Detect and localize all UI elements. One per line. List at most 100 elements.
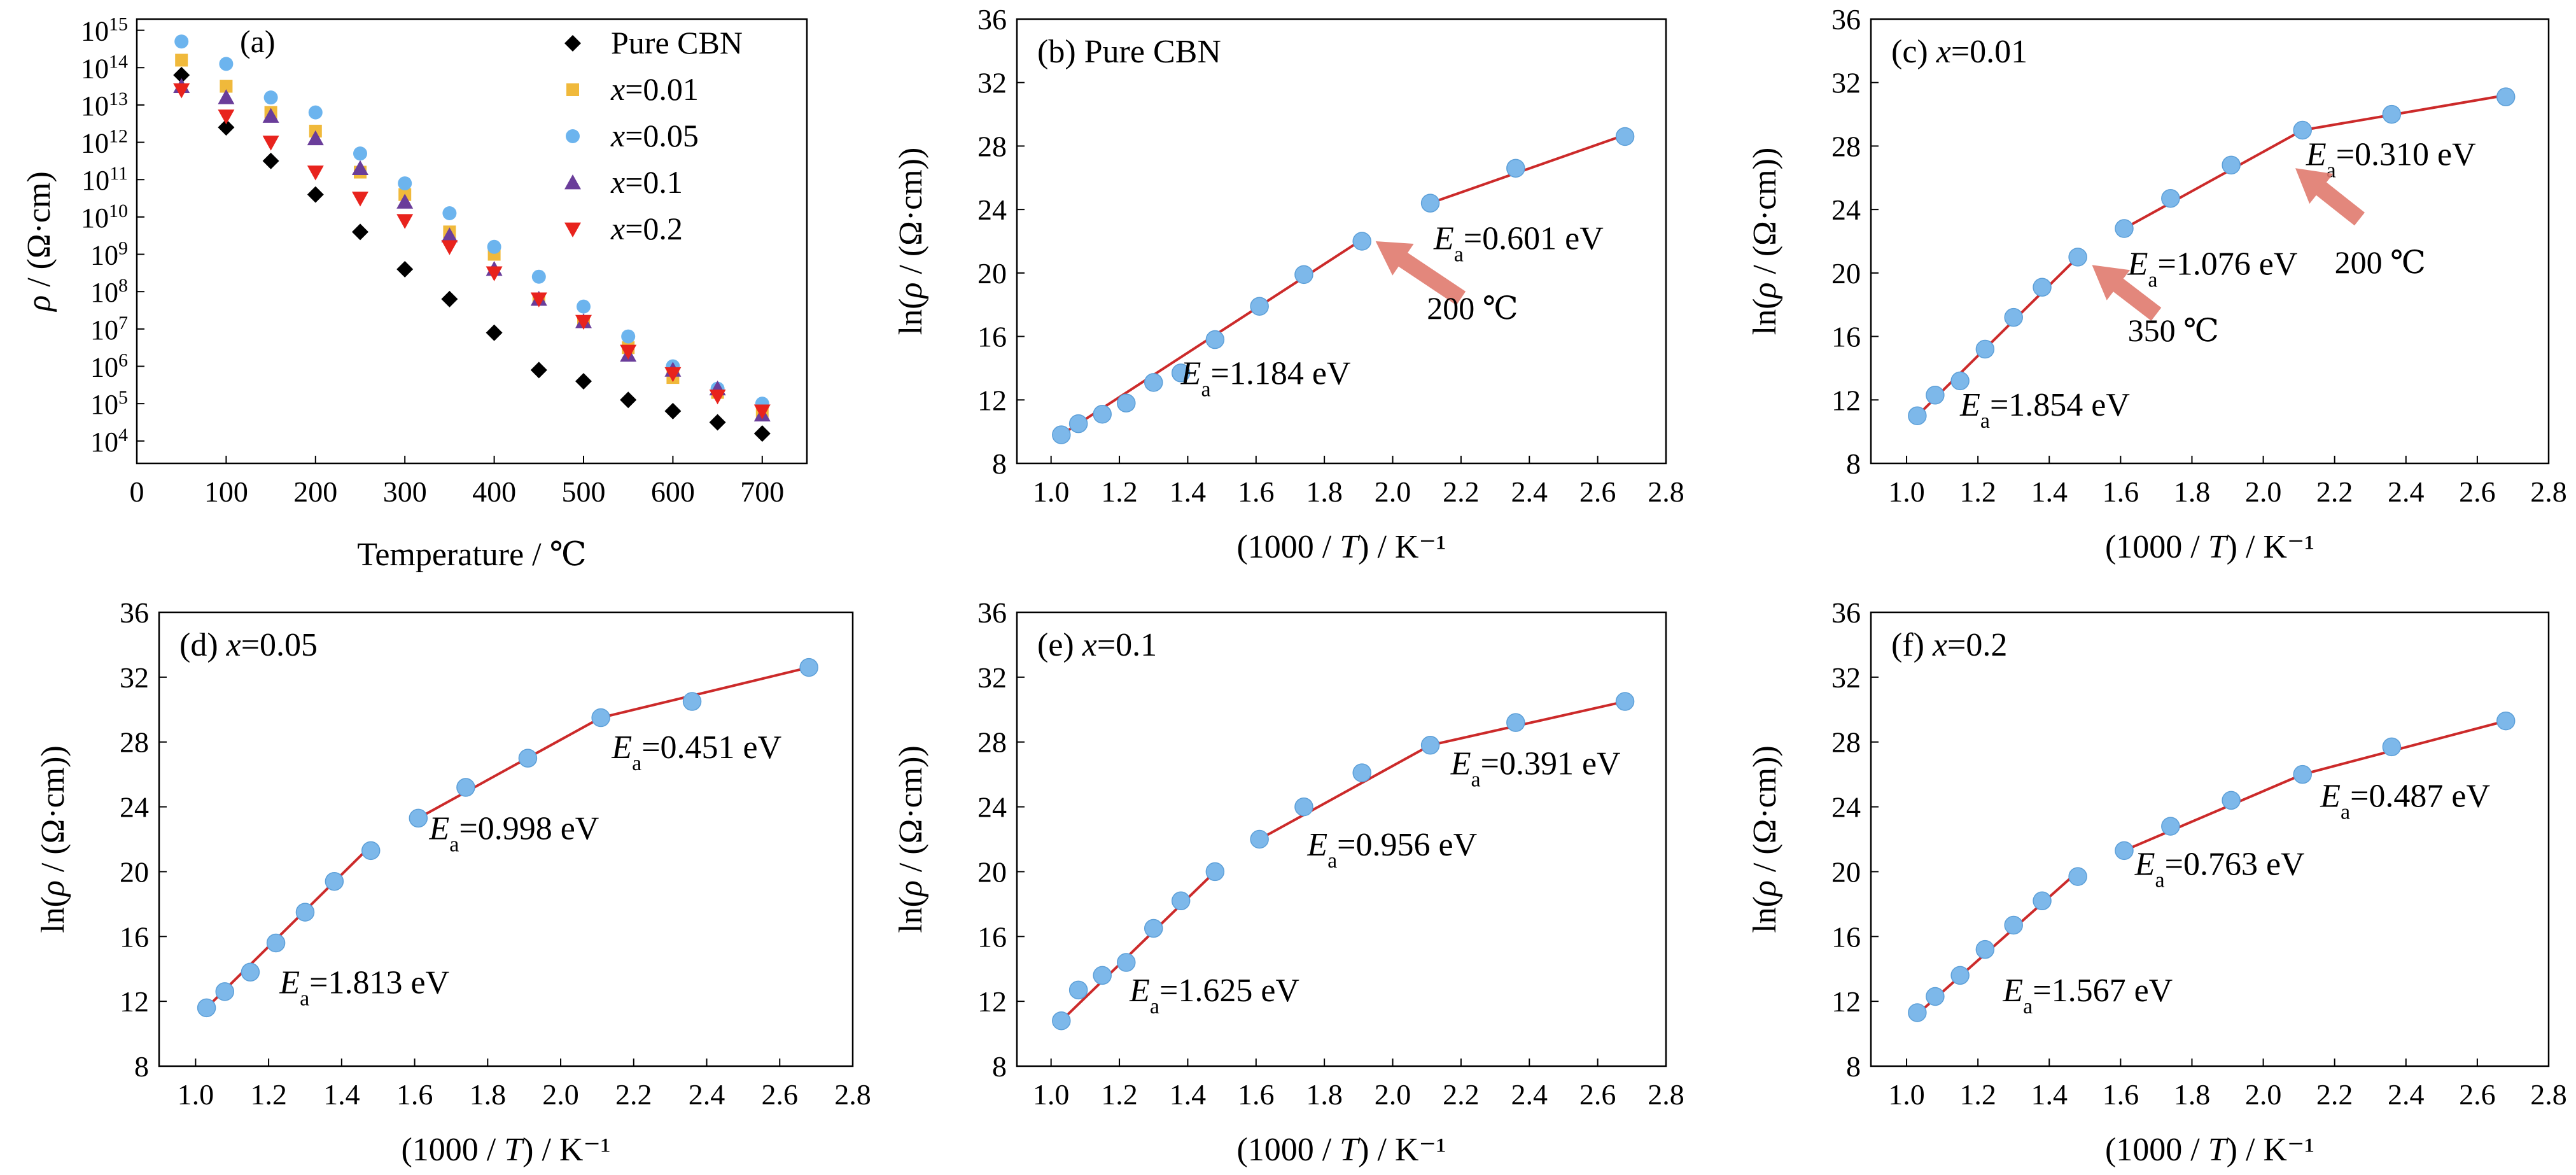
y-tick-label-part: 20: [120, 855, 149, 888]
x-tick-label: 1.4: [323, 1078, 360, 1111]
data-point: [799, 658, 818, 677]
x-tick-label: 1.2: [250, 1078, 287, 1111]
x-tick-label-part: 1.8: [2174, 475, 2211, 508]
data-point: [396, 260, 414, 278]
x-tick-label: 2.2: [1443, 475, 1480, 508]
panel-title-part: Pure CBN: [1076, 34, 1221, 70]
data-point: [456, 778, 475, 797]
y-tick-label-part: 12: [977, 985, 1007, 1018]
x-tick-label: 2.8: [1648, 475, 1684, 508]
data-point: [486, 266, 503, 281]
x-tick-label: 2.6: [2459, 1078, 2496, 1111]
y-tick-label-part: 24: [977, 791, 1007, 824]
data-point: [1908, 1003, 1927, 1022]
x-axis-label-part: ) / K⁻¹: [1358, 529, 1446, 565]
y-axis-label-part: / (Ω·cm)): [1747, 745, 1783, 880]
panel-title-part: (f): [1891, 627, 1924, 663]
x-tick-label-part: 2.4: [689, 1078, 725, 1111]
data-point: [1420, 736, 1440, 755]
x-tick-label-part: 2.2: [2316, 1078, 2353, 1111]
x-tick-label-part: 2.4: [2388, 1078, 2425, 1111]
activation-energy-label-part: =0.451 eV: [641, 729, 781, 766]
y-tick-label: 16: [977, 321, 1007, 353]
y-tick-base: 10: [90, 314, 118, 346]
data-point: [218, 119, 235, 136]
activation-energy-label-part: =1.184 eV: [1211, 355, 1351, 391]
data-point: [518, 749, 538, 768]
y-tick-label-part: 8: [992, 447, 1007, 480]
x-tick-label-part: 2.4: [1511, 1078, 1548, 1111]
y-tick-label-part: 8: [1846, 447, 1861, 480]
x-tick-label-part: 1.4: [323, 1078, 360, 1111]
y-tick-label: 28: [977, 130, 1007, 162]
legend-label-part: =0.05: [625, 118, 699, 153]
y-axis-label-part: ρ: [1747, 880, 1783, 897]
activation-energy-label: Ea=0.487 eV: [2320, 778, 2490, 824]
y-tick-label: 20: [977, 257, 1007, 290]
fit-line: [1916, 870, 2079, 1016]
data-point: [2496, 711, 2516, 731]
x-tick-label-part: 2.8: [1648, 1078, 1684, 1111]
activation-energy-label-part: =0.998 eV: [459, 811, 599, 847]
data-point: [2004, 915, 2023, 935]
data-point: [575, 314, 592, 330]
activation-energy-label-part: E: [2002, 973, 2023, 1009]
panel-label: (a): [240, 24, 276, 59]
x-axis-label-part: (1000 /: [401, 1132, 504, 1168]
y-tick-label: 24: [1831, 791, 1861, 824]
y-axis-label: ρ / (Ω·cm): [21, 171, 57, 313]
x-tick-label: 2.2: [2316, 475, 2353, 508]
y-tick-label: 8: [134, 1050, 149, 1083]
activation-energy-label: Ea=1.567 eV: [2002, 973, 2173, 1018]
legend-label-part: Pure CBN: [611, 25, 743, 60]
data-point: [175, 53, 188, 67]
activation-energy-label-part: E: [2320, 778, 2341, 815]
fit-line: [2302, 719, 2507, 776]
data-point: [1117, 953, 1136, 972]
activation-energy-label-part: =1.813 eV: [309, 964, 449, 1001]
temperature-label: 200 ℃: [2335, 244, 2426, 280]
plot-frame: [1016, 18, 1667, 465]
data-point: [1205, 330, 1225, 349]
panel-a: 0 100 200 300 400 500 600 700104105106107108109…: [21, 13, 808, 573]
y-axis-label: ln(ρ / (Ω·cm)): [1747, 148, 1783, 335]
data-point: [2293, 764, 2312, 784]
data-point: [361, 841, 381, 861]
x-tick-label-part: 2.8: [2530, 475, 2567, 508]
x-tick-label: 2.6: [2459, 475, 2496, 508]
activation-energy-label-part: a: [2341, 800, 2350, 824]
panel-title-part: (e): [1037, 627, 1074, 663]
data-point: [1205, 862, 1225, 882]
data-point: [2161, 188, 2180, 208]
fit-line: [1060, 870, 1216, 1022]
activation-energy-label: Ea=0.391 eV: [1450, 746, 1621, 792]
data-point: [1950, 966, 1970, 985]
data-point: [441, 227, 458, 243]
fit-line: [1916, 256, 2079, 417]
y-tick-label-part: 28: [977, 130, 1007, 162]
x-tick-label-part: 1.2: [1959, 475, 1996, 508]
y-axis-label-part: ρ: [1747, 283, 1783, 300]
data-point: [2068, 248, 2087, 267]
y-tick-label: 28: [977, 726, 1007, 759]
panel-title-part: x: [1082, 627, 1097, 663]
x-axis-label-part: T: [1340, 1132, 1360, 1168]
x-tick-label-part: 2.0: [542, 1078, 579, 1111]
y-axis-label: ln(ρ / (Ω·cm)): [893, 745, 929, 933]
temperature-arrow: [1375, 241, 1466, 306]
temperature-arrow: [2092, 265, 2162, 321]
data-point: [325, 871, 344, 891]
data-point: [220, 80, 233, 93]
activation-energy-label: Ea=1.076 eV: [2127, 246, 2298, 292]
panel-title-part: (d): [179, 627, 218, 663]
y-tick-label-part: 16: [1831, 920, 1861, 953]
x-tick-label-part: 500: [562, 475, 606, 508]
y-tick-label: 32: [977, 67, 1007, 99]
x-tick-label: 2.4: [2388, 1078, 2425, 1111]
y-tick-label: 16: [120, 920, 149, 953]
x-tick-label: 1.8: [2174, 475, 2211, 508]
data-point: [2115, 841, 2134, 861]
x-tick-label-part: 1.6: [1238, 475, 1275, 508]
x-tick-label-part: 100: [204, 475, 248, 508]
data-point: [263, 90, 278, 105]
